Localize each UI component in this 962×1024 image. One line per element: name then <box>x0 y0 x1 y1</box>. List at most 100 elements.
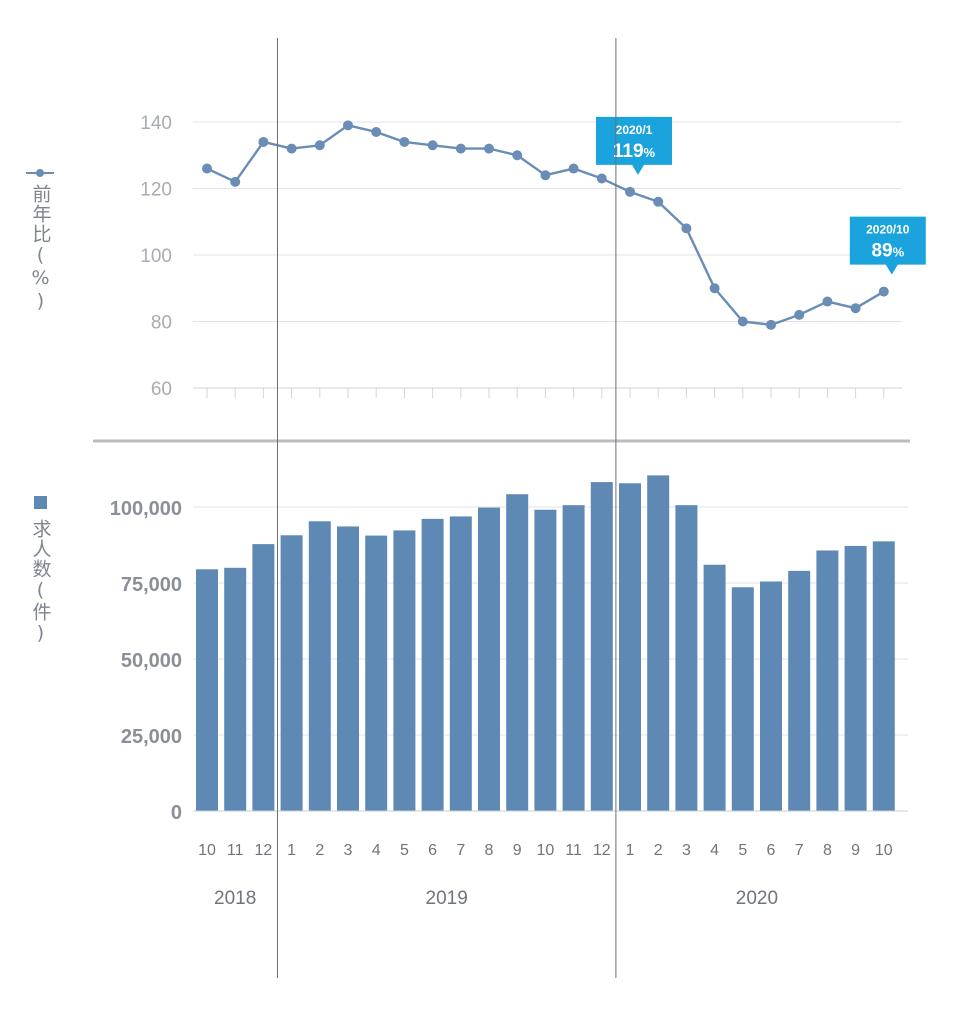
month-label: 1 <box>287 842 296 859</box>
year-dividers <box>93 38 910 978</box>
bar-y-tick-label: 100,000 <box>110 498 182 520</box>
line-point <box>230 176 241 187</box>
month-label: 3 <box>682 842 691 859</box>
line-point <box>399 136 410 147</box>
bar <box>421 518 444 811</box>
bar <box>280 535 303 811</box>
line-point <box>512 150 523 161</box>
bar <box>844 545 867 811</box>
bar-y-tick-label: 50,000 <box>121 650 182 672</box>
line-series <box>202 120 889 330</box>
bar-y-tick-label: 25,000 <box>121 726 182 748</box>
callout-date: 2020/1 <box>616 123 653 137</box>
line-legend-icon <box>26 168 54 178</box>
bar <box>675 505 698 811</box>
line-chart-y-axis: 60 80 100 120 140 <box>140 113 172 400</box>
month-label: 9 <box>513 842 522 859</box>
callout-box <box>596 116 672 175</box>
line-chart-y-label: 前年比(%) <box>26 168 54 313</box>
bar-y-tick-label: 75,000 <box>121 574 182 596</box>
month-label: 12 <box>593 842 611 859</box>
bar <box>619 483 641 811</box>
line-point <box>540 170 551 181</box>
bar <box>252 544 275 811</box>
bar <box>308 521 331 811</box>
callout-unit: % <box>893 245 905 260</box>
line-point <box>822 296 833 307</box>
callout-date: 2020/10 <box>866 223 910 237</box>
bar <box>562 505 585 811</box>
line-point <box>202 163 212 174</box>
callout-value: 119% <box>613 141 656 162</box>
line-point <box>343 120 353 131</box>
line-point <box>427 140 438 151</box>
month-label: 7 <box>795 842 804 859</box>
bar <box>703 564 726 811</box>
month-label: 11 <box>227 842 244 859</box>
bar-chart-y-label-text: 求人数(件) <box>29 519 52 645</box>
bar <box>590 482 613 811</box>
callout-unit: % <box>644 145 656 160</box>
year-label: 2018 <box>214 888 256 909</box>
month-label: 11 <box>565 842 582 859</box>
line-path <box>206 124 885 327</box>
month-label: 9 <box>851 842 860 859</box>
month-label: 2 <box>315 842 324 859</box>
line-point <box>766 319 776 330</box>
month-label: 6 <box>428 842 437 859</box>
line-point <box>850 303 861 314</box>
line-point <box>625 186 635 197</box>
bar <box>534 509 557 811</box>
bar <box>365 535 388 811</box>
line-y-tick-label: 60 <box>151 379 172 400</box>
bar <box>788 570 811 811</box>
bar <box>478 507 500 811</box>
line-point <box>709 283 720 294</box>
line-chart-y-label-text: 前年比(%) <box>29 184 52 313</box>
bar <box>872 541 895 811</box>
x-axis-month-labels: 10 11 12 1 2 3 4 5 6 7 8 9 10 11 12 1 2 3 4 5 6 7 8 9 10 <box>198 842 893 859</box>
bar <box>816 550 839 811</box>
bar <box>731 587 754 811</box>
year-label: 2019 <box>426 888 468 909</box>
line-point <box>258 136 269 147</box>
line-y-tick-label: 120 <box>140 180 172 201</box>
bar-chart-y-label: 求人数(件) <box>26 496 54 645</box>
month-label: 12 <box>255 842 273 859</box>
bar-chart-y-axis: 0 25,000 50,000 75,000 100,000 <box>110 498 182 824</box>
month-label: 4 <box>372 842 381 859</box>
line-point <box>568 163 579 174</box>
bar <box>337 526 359 811</box>
line-point <box>596 173 607 184</box>
x-axis-year-labels: 2018 2019 2020 <box>214 888 778 909</box>
bar-legend-icon <box>33 496 47 509</box>
month-label: 7 <box>456 842 465 859</box>
month-label: 10 <box>198 842 216 859</box>
line-point <box>286 143 297 154</box>
line-point <box>484 143 494 154</box>
callout-box <box>849 216 926 275</box>
month-label: 10 <box>537 842 555 859</box>
line-y-tick-label: 80 <box>151 313 172 334</box>
callouts: 2020/1 119% 2020/10 89% <box>596 116 926 275</box>
bar <box>647 475 670 811</box>
line-point <box>653 196 664 207</box>
month-label: 6 <box>767 842 776 859</box>
line-point <box>455 143 466 154</box>
bar <box>760 581 782 811</box>
month-label: 4 <box>710 842 719 859</box>
month-label: 2 <box>654 842 663 859</box>
line-point <box>794 309 805 320</box>
month-label: 5 <box>400 842 409 859</box>
bar <box>449 516 472 811</box>
month-label: 3 <box>344 842 353 859</box>
month-label: 5 <box>738 842 747 859</box>
line-y-tick-label: 140 <box>140 113 172 134</box>
line-point <box>737 316 748 327</box>
line-point <box>371 126 382 137</box>
month-label: 1 <box>626 842 635 859</box>
bar <box>393 530 416 811</box>
month-label: 8 <box>823 842 832 859</box>
line-point <box>878 286 889 297</box>
year-label: 2020 <box>736 888 778 909</box>
